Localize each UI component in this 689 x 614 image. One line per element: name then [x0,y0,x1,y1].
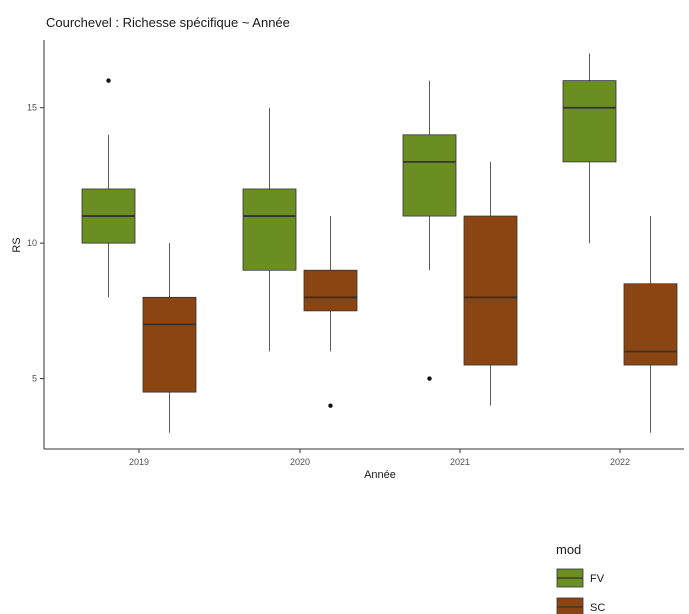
y-tick-label: 15 [27,103,37,113]
legend-label: SC [590,602,605,614]
legend-title: mod [556,542,581,557]
y-axis-ticks: 5 10 15 [27,103,44,384]
box-iqr [142,296,197,393]
box-fv-2021 [402,80,457,381]
box-sc-2021 [463,161,518,406]
box-sc-2019 [142,243,197,433]
y-tick-label: 10 [27,238,37,248]
box-sc-2020 [303,216,358,408]
box-iqr [623,283,678,366]
legend-entry-fv: FV [556,568,605,588]
box-fv-2022 [562,53,617,244]
outlier-point [106,78,111,83]
box-fv-2020 [242,107,297,352]
x-tick-label: 2022 [610,457,630,467]
legend-swatch [556,597,584,614]
outlier-point [427,376,432,381]
box-iqr [303,269,358,312]
box-fv-2019 [81,78,136,298]
plot-area [81,53,678,433]
x-tick-label: 2021 [450,457,470,467]
x-tick-label: 2020 [290,457,310,467]
legend-entry-sc: SC [556,597,605,614]
x-axis-ticks: 2019 2020 2021 2022 [129,449,630,467]
legend: mod FV SC [556,542,605,614]
legend-label: FV [590,573,605,585]
box-sc-2022 [623,216,678,433]
x-tick-label: 2019 [129,457,149,467]
box-iqr [463,215,518,366]
x-axis-label: Année [364,469,396,481]
y-axis-label: RS [11,237,23,252]
y-tick-label: 5 [32,374,37,384]
outlier-point [328,403,333,408]
box-iqr [562,80,617,163]
box-iqr [402,134,457,217]
chart-title: Courchevel : Richesse spécifique ~ Année [46,15,290,30]
box-iqr [242,188,297,271]
